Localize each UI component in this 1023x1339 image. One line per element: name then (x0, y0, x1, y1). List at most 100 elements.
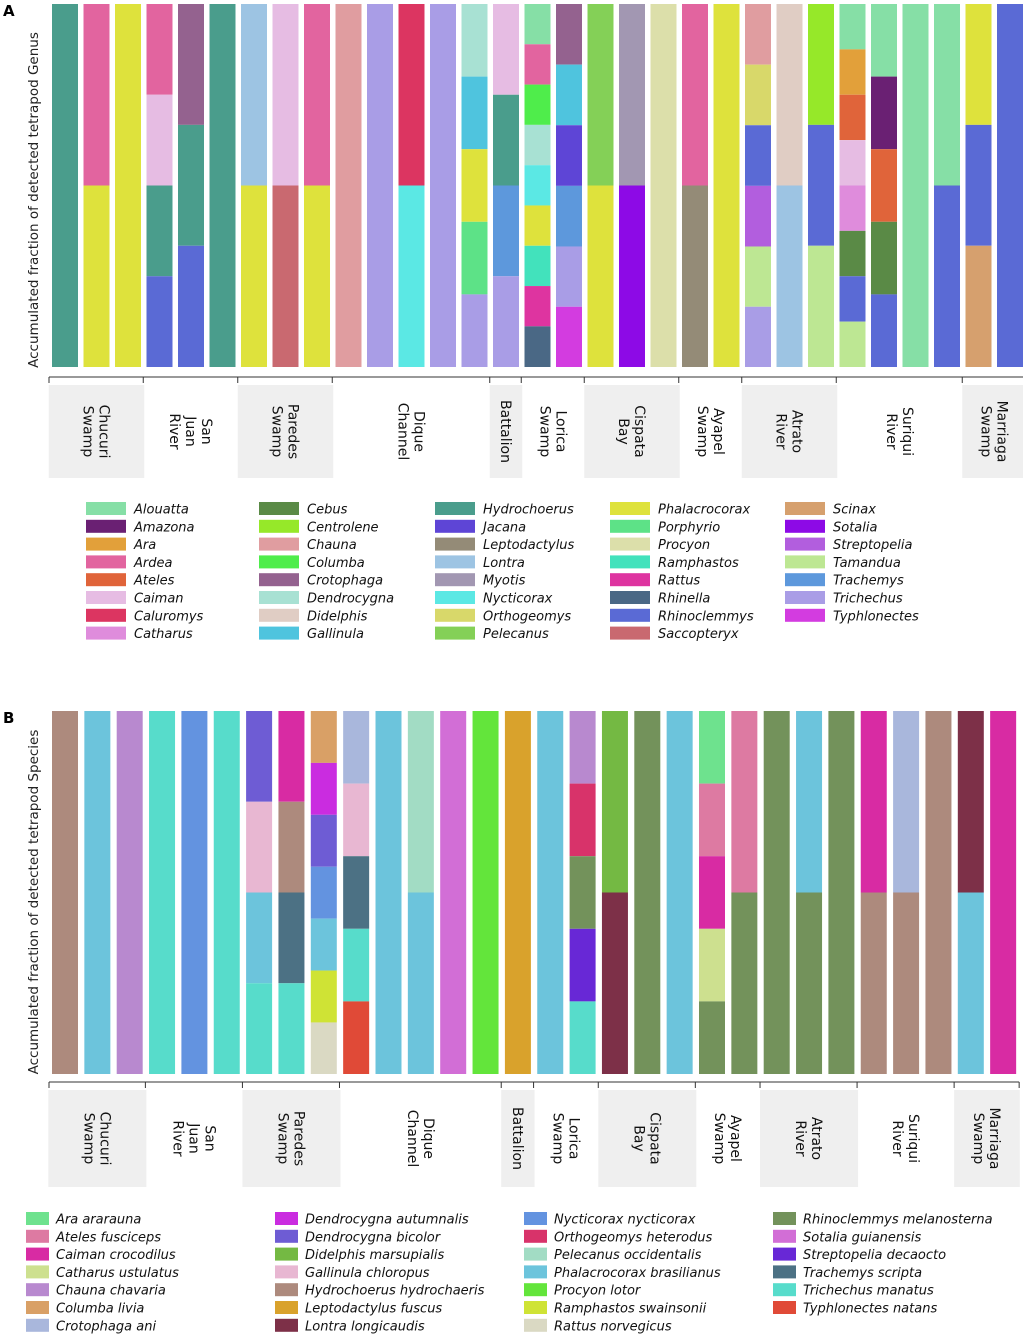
legend-label: Streptopelia (833, 538, 912, 553)
bar-segment-myotis (619, 4, 645, 186)
legend-label: Alouatta (133, 503, 189, 518)
legend-swatch (26, 1283, 49, 1297)
legend-swatch (524, 1229, 547, 1243)
bar-segment-trichechus (556, 246, 582, 307)
legend-swatch (86, 591, 126, 604)
legend-swatch (785, 537, 825, 551)
legend-label: Sotalia (833, 520, 877, 535)
bar-24 (796, 711, 823, 1074)
site-label: LoricaSwamp (536, 406, 568, 458)
legend-swatch (610, 626, 650, 640)
bar-segment-pelecanus-occidentalis (407, 711, 434, 893)
bar-segment-trichechus (461, 294, 488, 367)
bar-segment-lontra (776, 185, 803, 367)
bar-13 (440, 711, 467, 1074)
bar-segment-trichechus (745, 306, 771, 367)
bar-14 (472, 711, 499, 1074)
legend-label: Tamandua (833, 556, 901, 571)
bar-segment-caiman-crocodilus (990, 711, 1017, 1074)
legend-item-dendrocygna-autumnalis: Dendrocygna autumnalis (275, 1212, 469, 1228)
legend-item-procyon-lotor: Procyon lotor (524, 1283, 642, 1299)
bar-segment-ardea (682, 4, 708, 186)
site-label: MarriagaSwamp (977, 401, 1009, 463)
bar-segment-gallinula (556, 64, 582, 126)
legend-label: Catharus ustulatus (56, 1266, 179, 1281)
legend-item-ardea: Ardea (86, 555, 172, 571)
bar-segment-phalacrocorax (461, 149, 488, 222)
site-band (760, 1090, 859, 1187)
site-label: AyapelSwamp (711, 1113, 743, 1165)
site-band (489, 385, 523, 478)
bar-segment-phalacrocorax (587, 185, 614, 367)
bar-segment-hydrochoerus (209, 4, 236, 367)
legend-item-typhlonectes: Typhlonectes (785, 608, 919, 624)
legend-label: Scinax (833, 503, 876, 518)
bar-segment-caiman (493, 4, 519, 95)
bar-segment-dendrocygna (461, 4, 488, 77)
bar-30 (990, 711, 1017, 1074)
bar-segment-trichechus-manatus (343, 928, 370, 1002)
bar-segment-jacana (556, 125, 582, 186)
bar-segment-nycticorax (524, 165, 551, 206)
bar-segment-phalacrocorax-brasilianus (666, 711, 693, 1074)
legend-item-phalacrocorax: Phalacrocorax (610, 502, 750, 518)
bar-22 (713, 4, 740, 367)
legend-swatch (275, 1265, 298, 1279)
legend-swatch (773, 1212, 796, 1225)
bars (52, 711, 1017, 1074)
legend-label: Trichechus (833, 592, 903, 607)
bar-segment-ara-ararauna (699, 711, 725, 784)
bar-segment-caiman-crocodilus (699, 856, 725, 929)
bar-31 (997, 4, 1023, 367)
bar-segment-rhinoclemmys (808, 124, 834, 246)
bar-segment-trachemys (493, 185, 519, 277)
site-label: MarriagaSwamp (970, 1108, 1002, 1170)
bar-segment-hydrochoerus-hydrochaeris (893, 892, 920, 1074)
legend-label: Centrolene (307, 520, 379, 535)
legend-label: Phalacrocorax (658, 503, 750, 518)
legend-label: Catharus (134, 627, 193, 642)
site-label: CispataBay (615, 405, 647, 458)
legend-swatch (785, 555, 825, 569)
bar-segment-trichechus-manatus (246, 983, 273, 1074)
bar-segment-ateles-fusciceps (699, 783, 725, 857)
bar-segment-phalacrocorax-brasilianus (246, 892, 273, 984)
legend-label: Didelphis marsupialis (305, 1248, 445, 1263)
bar-27 (893, 711, 920, 1074)
bar-segment-hydrochoerus (146, 185, 173, 277)
bar-segment-phalacrocorax-brasilianus (957, 892, 984, 1074)
legend-swatch (259, 555, 299, 569)
legend-label: Rhinoclemmys (658, 609, 754, 624)
legend-label: Procyon (658, 538, 710, 553)
legend-label: Rattus (658, 574, 700, 589)
bar-segment-lontra-longicaudis (957, 711, 984, 893)
bar-segment-crotophaga (556, 4, 582, 65)
legend-label: Saccopteryx (658, 627, 739, 642)
bar-segment-saccopteryx (272, 185, 299, 367)
bar-segment-caiman (146, 94, 173, 186)
bar-segment-trachemys-scripta (278, 892, 305, 984)
bar-segment-caiman (839, 140, 866, 186)
legend-label: Ara ararauna (55, 1213, 141, 1228)
bar-segment-ardea (146, 4, 173, 95)
bar-segment-phalacrocorax-brasilianus (84, 711, 111, 1074)
bar-segment-ramphastos-swainsonii (310, 970, 337, 1023)
legend-item-hydrochoerus-hydrochaeris: Hydrochoerus hydrochaeris (275, 1283, 485, 1299)
legend-swatch (773, 1301, 796, 1314)
bar-segment-trichechus (493, 276, 519, 367)
bar-segment-rhinoclemmys (997, 4, 1023, 367)
legend-label: Crotophaga (307, 574, 383, 589)
bar-18 (587, 4, 614, 367)
site-label: Battalion (509, 1107, 525, 1170)
legend-swatch (785, 608, 825, 622)
legend-item-columba: Columba (259, 555, 365, 571)
legend-swatch (524, 1212, 547, 1225)
legend-item-phalacrocorax-brasilianus: Phalacrocorax brasilianus (524, 1265, 721, 1281)
legend-item-lontra-longicaudis: Lontra longicaudis (275, 1318, 425, 1334)
site-label: ParedesSwamp (269, 404, 301, 459)
bar-12 (398, 4, 425, 367)
bar-segment-trichechus (367, 4, 393, 367)
site-label: DiqueChannel (395, 403, 427, 460)
